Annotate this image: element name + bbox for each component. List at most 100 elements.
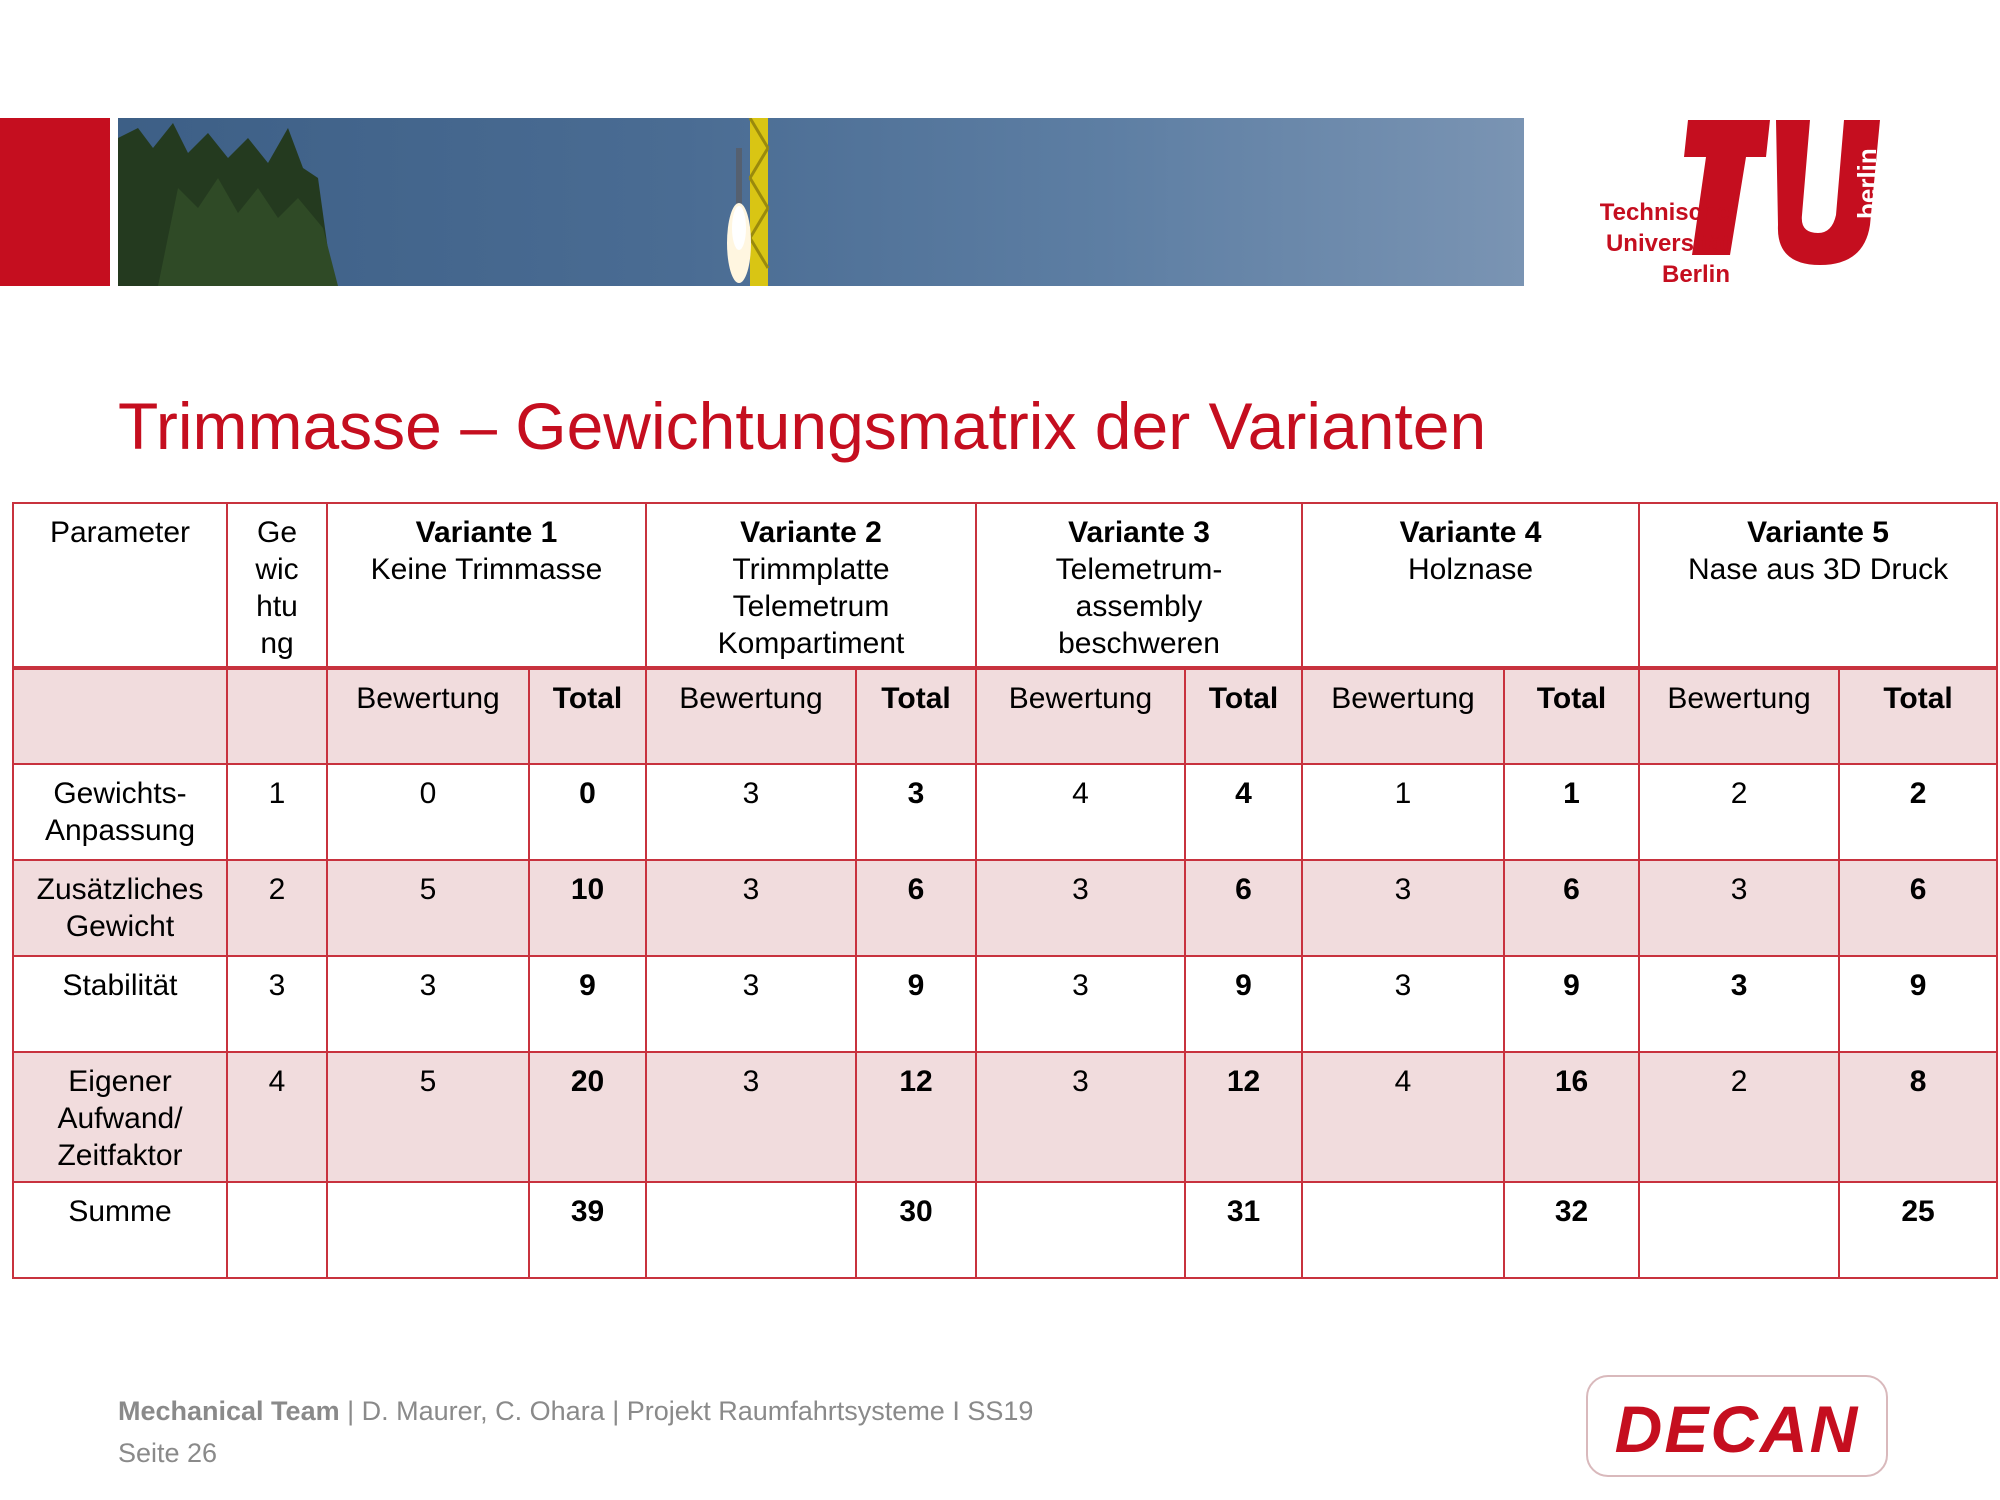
footer-separator: | (339, 1396, 362, 1426)
cell-rating: 3 (975, 859, 1186, 957)
subheader-rating: Bewertung (326, 667, 530, 765)
cell-total: 9 (855, 955, 977, 1053)
cell-total: 8 (1838, 1051, 1999, 1183)
cell-total: 12 (855, 1051, 977, 1183)
cell-total: 16 (1503, 1051, 1641, 1183)
cell-total: 10 (528, 859, 647, 957)
cell-total: 20 (528, 1051, 647, 1183)
cell-total: 6 (1503, 859, 1641, 957)
logo-line-3: Berlin (1661, 261, 1730, 288)
subheader-rating: Bewertung (975, 667, 1186, 765)
subheader-rating: Bewertung (1301, 667, 1506, 765)
cell-rating: 3 (645, 955, 857, 1053)
row-parameter: Eigener Aufwand/Zeitfaktor (12, 1051, 228, 1183)
logo-line-2: Universität (1605, 230, 1730, 257)
logo-wordmark: Technische Universität Berlin (1580, 197, 1730, 290)
subheader-rating: Bewertung (645, 667, 857, 765)
cell-rating: 5 (326, 1051, 530, 1183)
cell-total: 0 (528, 763, 647, 861)
cell-total: 1 (1503, 763, 1641, 861)
sum-empty (975, 1181, 1186, 1279)
cell-total: 3 (855, 763, 977, 861)
cell-rating: 3 (1301, 859, 1506, 957)
sum-empty (326, 1181, 530, 1279)
table-subheader-row: Bewertung Total Bewertung Total Bewertun… (12, 667, 1999, 765)
sum-total-variant-1: 39 (528, 1181, 647, 1279)
sum-total-variant-5: 25 (1838, 1181, 1999, 1279)
header-variant-4: Variante 4 Holznase (1301, 502, 1641, 670)
decan-logo: DECAN (1586, 1375, 1888, 1477)
header-variant-3: Variante 3 Telemetrum-assembly beschweren (974, 502, 1304, 670)
header-parameter: Parameter (12, 502, 228, 670)
sum-label: Summe (12, 1181, 228, 1279)
logo-berlin-vertical: berlin (1852, 148, 1882, 219)
logo-line-1: Technische (1599, 199, 1730, 226)
tu-berlin-logo: Technische Universität Berlin berlin (1580, 115, 1890, 295)
decan-logo-text: DECAN (1614, 1392, 1860, 1466)
table-row: Zusätzliches Gewicht 2 5 10 3 6 3 6 3 6 3… (12, 859, 1999, 957)
subheader-total: Total (1503, 667, 1641, 765)
header-weight: Ge wic htu ng (226, 502, 328, 670)
cell-rating: 4 (975, 763, 1186, 861)
row-parameter: Gewichts- Anpassung (12, 763, 228, 861)
table-row: Gewichts- Anpassung 1 0 0 3 3 4 4 1 1 2 2 (12, 763, 1999, 861)
rocket-launch-photo (118, 118, 770, 286)
cell-rating: 3 (1638, 859, 1841, 957)
cell-rating: 3 (975, 1051, 1186, 1183)
sum-total-variant-2: 30 (855, 1181, 977, 1279)
red-accent-block (0, 118, 110, 286)
row-weight: 1 (226, 763, 328, 861)
header-variant-2: Variante 2 Trimmplatte Telemetrum Kompartim… (645, 502, 977, 670)
cell-total: 2 (1838, 763, 1999, 861)
tu-logo-mark (1684, 120, 1880, 265)
subheader-total: Total (1183, 667, 1304, 765)
cell-rating: 2 (1638, 1051, 1841, 1183)
footer-credits: Mechanical Team | D. Maurer, C. Ohara | … (118, 1396, 1033, 1427)
cell-rating: 3 (645, 1051, 857, 1183)
header-banner-image (118, 118, 1524, 286)
sum-empty (1638, 1181, 1841, 1279)
cell-rating: 1 (1301, 763, 1506, 861)
subheader-empty-weight (226, 667, 328, 765)
header-variant-1: Variante 1 Keine Trimmasse (326, 502, 647, 670)
row-weight: 4 (226, 1051, 328, 1183)
cell-rating: 3 (1301, 955, 1506, 1053)
sum-empty (1301, 1181, 1506, 1279)
sum-empty (226, 1181, 328, 1279)
cell-total: 9 (528, 955, 647, 1053)
table-row: Eigener Aufwand/Zeitfaktor 4 5 20 3 12 3 … (12, 1051, 1999, 1183)
footer-team: Mechanical Team (118, 1396, 340, 1426)
sum-empty (645, 1181, 857, 1279)
cell-rating: 3 (645, 763, 857, 861)
subheader-total: Total (855, 667, 977, 765)
cell-total: 12 (1183, 1051, 1304, 1183)
subheader-total: Total (528, 667, 647, 765)
cell-total: 4 (1183, 763, 1304, 861)
table-header-row: Parameter Ge wic htu ng Variante 1 Keine Tri… (12, 502, 1999, 670)
row-parameter: Stabilität (12, 955, 228, 1053)
row-weight: 2 (226, 859, 328, 957)
cell-rating: 3 (326, 955, 530, 1053)
table-row: Stabilität 3 3 9 3 9 3 9 3 9 3 9 (12, 955, 1999, 1053)
sum-total-variant-4: 32 (1503, 1181, 1641, 1279)
cell-total: 9 (1183, 955, 1304, 1053)
subheader-empty-param (12, 667, 228, 765)
cell-total: 6 (855, 859, 977, 957)
cell-total: 9 (1503, 955, 1641, 1053)
row-weight: 3 (226, 955, 328, 1053)
cell-total: 9 (1838, 955, 1999, 1053)
page-number: Seite 26 (118, 1438, 218, 1468)
page-title: Trimmasse – Gewichtungsmatrix der Varian… (118, 389, 1487, 463)
subheader-total: Total (1838, 667, 1999, 765)
header-variant-5: Variante 5 Nase aus 3D Druck (1638, 502, 1999, 670)
cell-rating: 3 (1638, 955, 1841, 1053)
weighting-matrix-table: Parameter Ge wic htu ng Variante 1 Keine Tri… (12, 502, 1999, 1279)
table-sum-row: Summe 39 30 31 32 25 (12, 1181, 1999, 1279)
subheader-rating: Bewertung (1638, 667, 1841, 765)
cell-rating: 4 (1301, 1051, 1506, 1183)
cell-rating: 3 (975, 955, 1186, 1053)
sum-total-variant-3: 31 (1183, 1181, 1304, 1279)
row-parameter: Zusätzliches Gewicht (12, 859, 228, 957)
cell-rating: 2 (1638, 763, 1841, 861)
cell-rating: 5 (326, 859, 530, 957)
